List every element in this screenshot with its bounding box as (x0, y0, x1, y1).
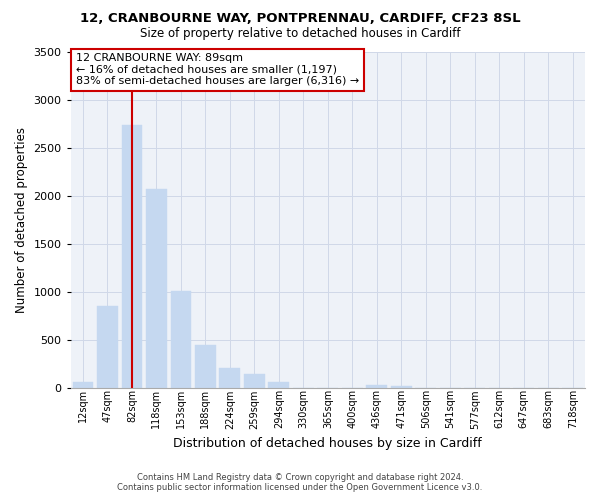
Bar (146, 189, 167, 388)
Text: 12 CRANBOURNE WAY: 89sqm
← 16% of detached houses are smaller (1,197)
83% of sem: 12 CRANBOURNE WAY: 89sqm ← 16% of detach… (76, 53, 359, 86)
Bar (170, 291, 191, 388)
Text: Size of property relative to detached houses in Cardiff: Size of property relative to detached ho… (140, 28, 460, 40)
Bar (268, 382, 289, 388)
Bar (391, 386, 412, 388)
X-axis label: Distribution of detached houses by size in Cardiff: Distribution of detached houses by size … (173, 437, 482, 450)
Bar (220, 368, 241, 388)
Bar (97, 306, 118, 388)
Bar (195, 344, 216, 388)
Text: Contains HM Land Registry data © Crown copyright and database right 2024.
Contai: Contains HM Land Registry data © Crown c… (118, 473, 482, 492)
Text: 12, CRANBOURNE WAY, PONTPRENNAU, CARDIFF, CF23 8SL: 12, CRANBOURNE WAY, PONTPRENNAU, CARDIFF… (80, 12, 520, 26)
Bar (73, 382, 94, 388)
Bar (122, 126, 142, 388)
Bar (367, 385, 387, 388)
Y-axis label: Number of detached properties: Number of detached properties (15, 126, 28, 312)
Bar (244, 374, 265, 388)
